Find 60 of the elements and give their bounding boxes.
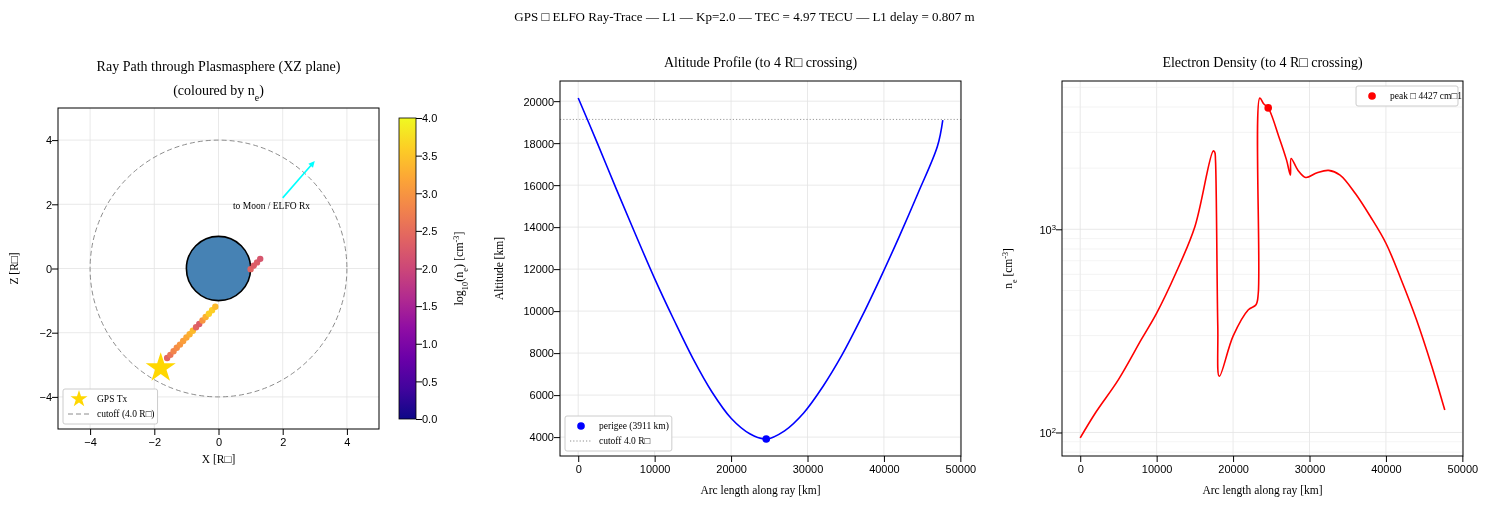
y-tick-label: 10000 xyxy=(523,305,554,318)
point xyxy=(212,303,219,310)
x-tick-label: 30000 xyxy=(792,463,824,475)
x-tick-label: −2 xyxy=(148,436,162,448)
y-tick-label: 4 xyxy=(45,134,52,147)
y-tick-label: −2 xyxy=(39,327,52,340)
y-tick-label: 4000 xyxy=(529,431,554,444)
x-tick-label: 0 xyxy=(575,463,582,475)
chart-title: Altitude Profile (to 4 R□ crossing) xyxy=(663,55,858,71)
chart-title: Electron Density (to 4 R□ crossing) xyxy=(1162,55,1363,71)
y-tick-label: 12000 xyxy=(523,263,554,276)
x-tick-label: 40000 xyxy=(1371,463,1402,475)
x-tick-label: 20000 xyxy=(1218,463,1249,475)
color-bar-label: 3.5 xyxy=(422,149,438,162)
y-tick-label: 14000 xyxy=(523,221,554,234)
annotation: cutoff (4.0 R□) xyxy=(97,409,155,421)
x-tick-label: 10000 xyxy=(639,463,671,475)
color-bar-label: 1.0 xyxy=(422,338,438,351)
annotation: to Moon / ELFO Rx xyxy=(232,201,311,212)
x-tick-label: 4 xyxy=(344,436,351,448)
chart-title: Ray Path through Plasmasphere (XZ plane) (coloured by n$_{e}$) xyxy=(96,59,341,103)
x-axis-title: X [R□] xyxy=(201,453,236,465)
y-tick-label: 16000 xyxy=(523,179,554,192)
x-axis-title: Arc length along ray [km] xyxy=(1202,484,1323,497)
legend-label: GPS Tx xyxy=(97,394,128,405)
y-tick-label: 10$^{3}$ xyxy=(1039,222,1056,236)
x-tick-label: −4 xyxy=(84,436,97,448)
color-bar-label: 2.5 xyxy=(422,225,438,238)
color-bar-label: 0.0 xyxy=(422,413,438,426)
x-tick-label: 30000 xyxy=(1294,463,1326,475)
x-tick-label: 50000 xyxy=(1447,463,1479,475)
point xyxy=(257,255,264,263)
x-tick-label: 10000 xyxy=(1141,463,1173,475)
y-tick-label: 18000 xyxy=(523,137,554,150)
x-axis-title: Arc length along ray [km] xyxy=(700,484,821,497)
y-axis-title: Z [R□] xyxy=(8,252,20,285)
y-tick-label: 2 xyxy=(45,198,52,211)
legend-label: peak □ 4427 cm□1 xyxy=(1390,91,1463,102)
text: GPS □ ELFO Ray-Trace — L1 — Kp=2.0 — TEC = 4.97 TECU — L1 delay = 0.807 m xyxy=(514,9,975,24)
y-tick-label: 10$^{2}$ xyxy=(1039,425,1056,439)
x-tick-label: 50000 xyxy=(945,463,977,475)
y-tick-label: 20000 xyxy=(523,95,554,108)
y-tick-label: 6000 xyxy=(529,389,554,402)
legend-label: perigee (3911 km) xyxy=(599,421,669,433)
color-bar-label: 2.0 xyxy=(422,262,438,275)
y-axis-title: Altitude [km] xyxy=(493,237,505,300)
color-bar-label: 0.5 xyxy=(422,375,438,388)
x-tick-label: 2 xyxy=(280,436,287,448)
color-bar-label: 1.5 xyxy=(422,300,438,313)
color-bar-label: 4.0 xyxy=(422,112,438,125)
color-bar-label: 3.0 xyxy=(422,187,438,200)
x-tick-label: 0 xyxy=(215,436,223,448)
x-tick-label: 40000 xyxy=(869,463,900,475)
point xyxy=(145,352,176,381)
x-tick-label: 0 xyxy=(1077,463,1084,475)
x-tick-label: 20000 xyxy=(716,463,747,475)
y-tick-label: −4 xyxy=(39,391,52,404)
y-tick-label: 8000 xyxy=(529,347,554,360)
y-tick-label: 0 xyxy=(45,262,52,275)
legend-label: cutoff 4.0 R□ xyxy=(599,436,651,447)
